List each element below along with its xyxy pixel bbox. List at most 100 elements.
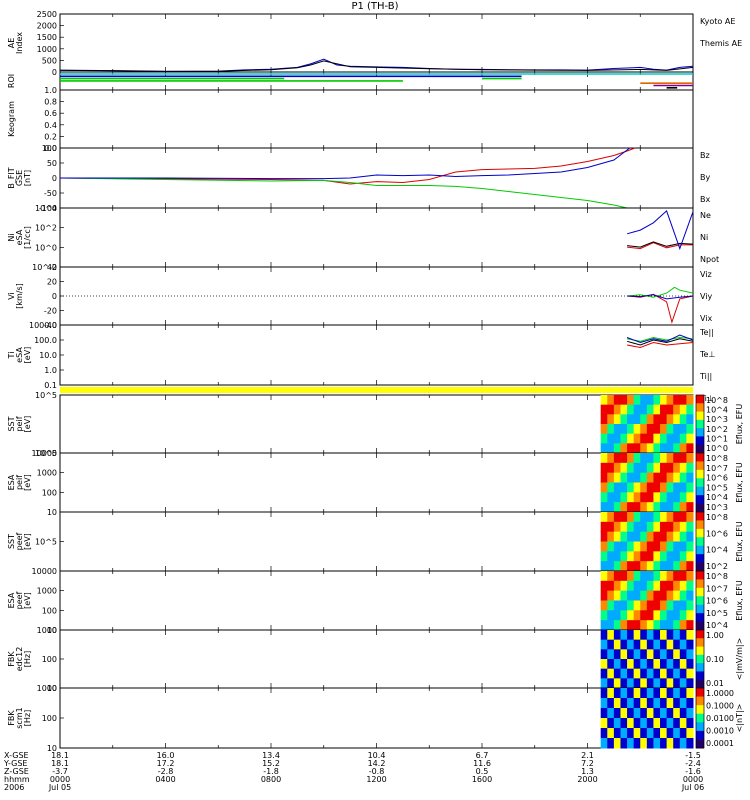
sst_i-cell <box>620 424 628 435</box>
fbk_scm-cell <box>607 708 615 719</box>
xaxis-tick-label: 15.2 <box>262 759 280 768</box>
fbk_edc-cell <box>627 649 635 660</box>
esa_e-colorbar-step <box>696 621 704 631</box>
esa_i-ylabel: ESA <box>7 474 16 490</box>
esa_i-cell <box>640 453 648 464</box>
fbk_edc-ylabel: FBK <box>7 651 16 667</box>
sst_i-cell <box>679 424 687 435</box>
sst_i-cell <box>613 404 621 415</box>
fbk_edc-colorbar-label: 0.01 <box>706 679 724 688</box>
esa_e-cell <box>613 580 621 592</box>
esa_i-cell <box>607 453 615 464</box>
sst_e-cell <box>633 561 641 572</box>
esa_i-cell <box>646 492 654 503</box>
esa_i-cell <box>653 462 661 474</box>
fbk_scm-cell <box>653 698 661 709</box>
esa_e-cell <box>666 600 674 611</box>
sst_e-ytick-label: 10^5 <box>35 538 57 547</box>
sst_e-cell <box>620 512 628 523</box>
sst_e-colorbar-step <box>696 528 704 538</box>
fbk_edc-cell <box>600 678 608 689</box>
sst_e-cell <box>666 521 674 533</box>
sst_i-cell <box>666 443 674 454</box>
fbk_edc-ytick-label: 100 <box>42 655 57 664</box>
fbk_edc-cell <box>679 678 687 689</box>
sst_i-cell <box>653 395 661 406</box>
fbk_edc-cell <box>613 678 621 689</box>
esa_i-colorbar-step <box>696 461 704 471</box>
fbk_scm-cell <box>660 688 668 699</box>
sst_i-cell <box>627 414 635 425</box>
sst_i-cell <box>660 404 668 415</box>
fbk_edc-cell <box>607 659 615 670</box>
fbk_scm-cell <box>607 738 615 749</box>
sst_i-cell <box>686 404 694 415</box>
esa_i-colorbar-label: 10^7 <box>706 464 728 473</box>
sst_i-cell <box>600 443 608 454</box>
sst_i-colorbar-label: 10^0 <box>706 444 728 453</box>
fbk_scm-cell <box>627 688 635 699</box>
sst_i-cell <box>633 443 641 454</box>
sst_e-cell <box>640 551 648 562</box>
esa_e-cell <box>679 571 687 582</box>
fbk_edc-cell <box>666 678 674 689</box>
esa_e-cell <box>660 580 668 592</box>
bfit-series-Bz <box>59 147 636 185</box>
esa_e-cell <box>600 580 608 592</box>
sst_i-cell <box>673 395 681 406</box>
fbk_edc-cell <box>613 668 621 679</box>
fbk_edc-cell <box>666 649 674 660</box>
fbk_edc-colorbar-step <box>696 671 704 681</box>
esa_e-cell <box>653 600 661 611</box>
xaxis-tick-label: Jul 05 <box>48 783 71 792</box>
sst_e-frame <box>59 511 694 572</box>
fbk_edc-cell <box>640 659 648 670</box>
fbk_scm-cell <box>627 728 635 739</box>
sst_e-cell <box>600 551 608 562</box>
keogram-ytick-label: 0.6 <box>44 109 57 118</box>
sst_e-cell <box>660 512 668 523</box>
fbk_edc-cell <box>673 678 681 689</box>
sst_e-cell <box>613 512 621 523</box>
ae-ylabel: Index <box>15 32 24 54</box>
fbk_edc-cell <box>653 668 661 679</box>
esa_i-cell <box>640 502 648 513</box>
fbk_edc-cell <box>686 659 694 670</box>
xaxis-tick-label: -1.5 <box>685 751 701 760</box>
esa_i-colorbar-label: 10^6 <box>706 474 728 483</box>
sst_e-cell <box>646 531 654 542</box>
fbk_scm-colorbar-title: <|nT|> <box>735 704 744 733</box>
esa_i-cell <box>613 472 621 483</box>
sst_e-cell <box>627 512 635 523</box>
esa_e-cell <box>607 600 615 611</box>
xaxis-tick-label: -1.6 <box>685 767 701 776</box>
esa_e-cell <box>666 610 674 621</box>
sst_i-cell <box>607 433 615 444</box>
sst_i-cell <box>660 443 668 454</box>
sst_i-cell <box>673 414 681 425</box>
sst_i-colorbar-step <box>696 428 704 437</box>
esa_i-cell <box>607 482 615 493</box>
esa_i-cell <box>673 492 681 503</box>
roi-ylabel: ROI <box>7 74 16 88</box>
sst_e-cell <box>627 551 635 562</box>
fbk_scm-cell <box>627 738 635 749</box>
fbk_scm-cell <box>613 708 621 719</box>
fbk_edc-cell <box>633 668 641 679</box>
sst_i-cell <box>653 414 661 425</box>
sst_i-cell <box>653 404 661 415</box>
xaxis-row-label-Y-GSE: Y-GSE <box>3 759 27 768</box>
esa_i-cell <box>679 482 687 493</box>
sst_i-cell <box>686 395 694 406</box>
fbk_scm-cell <box>620 728 628 739</box>
fbk_scm-cell <box>613 718 621 729</box>
sst_e-ylabel: peef <box>15 532 24 550</box>
esa_i-cell <box>620 482 628 493</box>
sst_i-cell <box>679 414 687 425</box>
bfit-ylabel: B_FIT <box>7 167 16 188</box>
esa_i-cell <box>673 462 681 474</box>
sst_e-colorbar-label: 10^2 <box>706 562 728 571</box>
sst_i-cell <box>666 395 674 406</box>
esa_i-cell <box>666 472 674 483</box>
esa_i-cell <box>673 502 681 513</box>
